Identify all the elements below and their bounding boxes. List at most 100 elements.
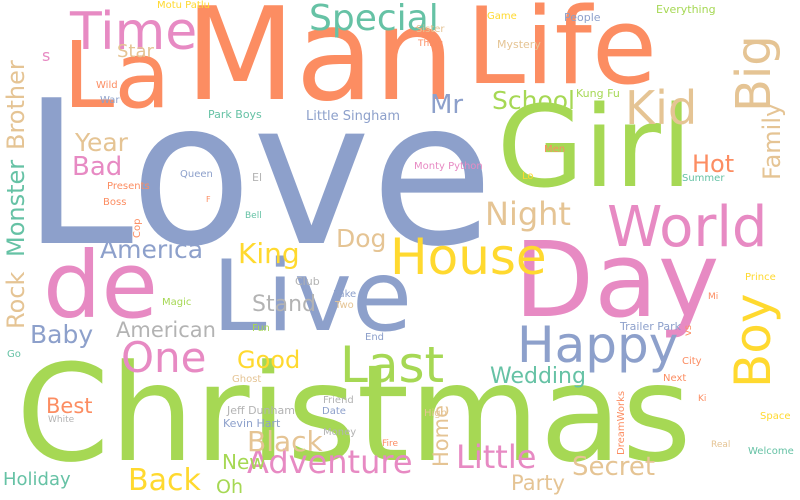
word-de: de: [43, 232, 158, 339]
word-america: America: [100, 235, 204, 264]
word-queen: Queen: [180, 169, 213, 180]
word-family: Family: [758, 102, 786, 180]
word-secret: Secret: [572, 452, 656, 482]
word-f: F: [206, 195, 211, 204]
word-adventure: Adventure: [247, 443, 413, 481]
word-monty-python: Monty Python: [414, 161, 483, 172]
word-holiday: Holiday: [3, 469, 71, 490]
word-people: People: [564, 11, 601, 24]
word-school: School: [492, 86, 575, 115]
word-take: Take: [334, 289, 357, 300]
word-go: Go: [7, 349, 21, 360]
word-wedding: Wedding: [490, 364, 586, 389]
word-el: El: [252, 171, 263, 184]
word-boy: Boy: [724, 293, 782, 388]
word-park-boys: Park Boys: [208, 108, 262, 121]
word-s: s: [42, 46, 51, 65]
word-next: Next: [663, 373, 687, 384]
word-new: New: [222, 450, 266, 474]
word-friend: Friend: [323, 395, 354, 406]
word-big: Big: [726, 35, 782, 112]
word-lo: Lo: [522, 171, 534, 182]
word-white: White: [48, 415, 75, 425]
word-trailer-park: Trailer Park: [620, 320, 682, 333]
word-high: High: [424, 408, 447, 419]
word-night: Night: [485, 195, 571, 233]
word-baby: Baby: [30, 320, 94, 349]
word-wild: Wild: [96, 80, 118, 91]
word-jeff-dunham: Jeff Dunham: [227, 404, 295, 417]
word-hot: Hot: [692, 150, 735, 178]
word-best: Best: [46, 394, 93, 418]
word-back: Back: [128, 463, 201, 498]
word-money: Money: [323, 427, 357, 438]
word-bad: Bad: [72, 152, 123, 182]
word-monster: Monster: [2, 159, 30, 257]
word-thing: Thing: [418, 39, 444, 49]
word-happy: Happy: [517, 316, 679, 374]
word-little-singham: Little Singham: [306, 109, 401, 124]
word-christmas: Christmas: [16, 336, 692, 492]
word-special: Special: [309, 0, 439, 39]
word-everything: Everything: [656, 3, 716, 16]
word-day: Day: [514, 219, 720, 341]
word-kid: Kid: [625, 81, 698, 135]
word-oh: Oh: [216, 476, 243, 498]
word-summer: Summer: [682, 173, 725, 184]
word-stand: Stand: [252, 292, 316, 317]
word-ki: Ki: [698, 394, 707, 404]
word-space: Space: [760, 411, 791, 422]
word-little: Little: [456, 438, 537, 476]
word-magic: Magic: [162, 297, 192, 308]
word-last: Last: [340, 336, 445, 394]
word-black: Black: [247, 425, 323, 458]
word-real: Real: [711, 440, 731, 450]
word-cop: Cop: [132, 218, 143, 238]
word-club: Club: [295, 275, 320, 288]
word-life: Life: [466, 0, 658, 108]
word-fun: Fun: [252, 323, 270, 334]
word-war: War: [100, 95, 120, 106]
word-dog: Dog: [336, 224, 387, 253]
word-sister: Sister: [416, 24, 445, 35]
word-city: City: [682, 356, 702, 367]
word-party: Party: [511, 471, 565, 495]
word-fire: Fire: [382, 439, 399, 449]
word-prince: Prince: [745, 272, 776, 283]
word-vs: vs: [683, 324, 694, 336]
word-dreamworks: DreamWorks: [616, 390, 627, 455]
word-year: Year: [75, 128, 128, 157]
word-one: One: [121, 333, 207, 382]
word-ghost: Ghost: [232, 374, 262, 385]
word-star: Star: [117, 41, 154, 62]
word-good: Good: [237, 346, 301, 374]
word-time: Time: [70, 2, 198, 62]
word-rock: Rock: [2, 271, 30, 329]
word-love: Love: [22, 58, 494, 291]
word-two: Two: [335, 300, 354, 311]
word-house: House: [390, 228, 547, 286]
word-mystery: Mystery: [497, 38, 541, 51]
word-mr: Mr: [430, 90, 464, 120]
word-kevin-hart: Kevin Hart: [223, 417, 281, 430]
word-bell: Bell: [245, 211, 262, 221]
word-world: World: [607, 195, 768, 260]
word-presents: Presents: [107, 181, 150, 192]
word-end: End: [365, 332, 385, 343]
word-american: American: [116, 318, 216, 342]
word-welcome: Welcome: [748, 446, 794, 457]
word-motu-patlu: Motu Patlu: [157, 0, 210, 11]
word-brother: Brother: [2, 60, 30, 150]
word-live: Live: [212, 240, 413, 354]
word-kung-fu: Kung Fu: [576, 87, 620, 100]
word-men: Men: [544, 144, 566, 155]
word-king: King: [238, 237, 300, 270]
word-girl: Girl: [497, 83, 693, 213]
word-la: La: [63, 22, 171, 129]
word-game: Game: [487, 11, 517, 22]
word-mi: Mi: [708, 292, 719, 302]
word-man: Man: [185, 0, 455, 130]
word-boss: Boss: [103, 197, 127, 208]
word-date: Date: [322, 406, 346, 417]
